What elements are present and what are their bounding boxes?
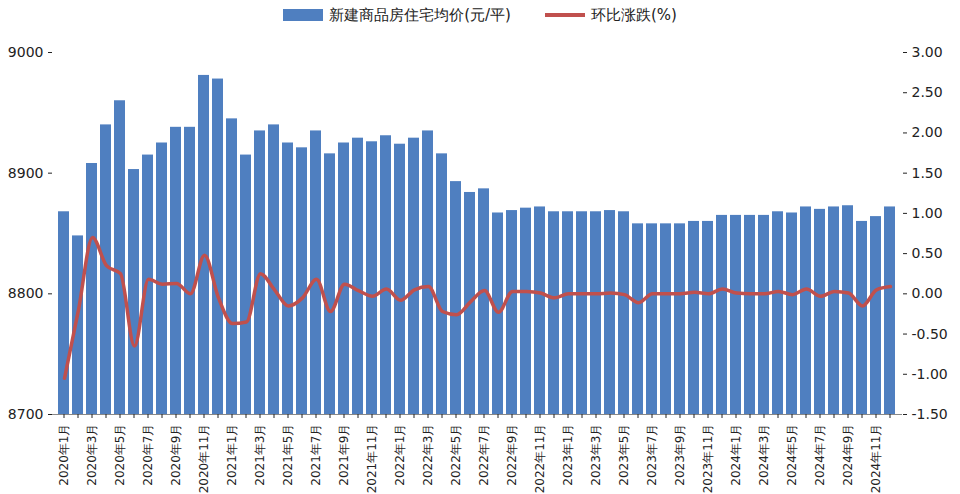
svg-text:2021年11月: 2021年11月 xyxy=(365,424,379,494)
svg-text:2020年7月: 2020年7月 xyxy=(141,424,155,486)
svg-text:2023年3月: 2023年3月 xyxy=(589,424,603,486)
svg-text:8700: 8700 xyxy=(8,406,44,422)
html-text:新建商品房住宅均价(元/平): 新建商品房住宅均价(元/平) xyxy=(329,5,511,24)
svg-text:1.50: 1.50 xyxy=(912,165,943,181)
svg-text:2022年3月: 2022年3月 xyxy=(421,424,435,486)
svg-text:8800: 8800 xyxy=(8,285,44,301)
svg-text:2022年9月: 2022年9月 xyxy=(505,424,519,486)
html-text:环比涨跌(%): 环比涨跌(%) xyxy=(590,5,677,24)
svg-text:2023年9月: 2023年9月 xyxy=(673,424,687,486)
svg-text:2020年11月: 2020年11月 xyxy=(197,424,211,494)
svg-text:0.50: 0.50 xyxy=(912,245,943,261)
svg-text:-0.50: -0.50 xyxy=(912,326,948,342)
svg-text:2022年1月: 2022年1月 xyxy=(393,424,407,486)
svg-text:2024年3月: 2024年3月 xyxy=(757,424,771,486)
svg-text:2020年1月: 2020年1月 xyxy=(57,424,71,486)
svg-text:2021年7月: 2021年7月 xyxy=(309,424,323,486)
svg-text:2024年7月: 2024年7月 xyxy=(813,424,827,486)
svg-text:2020年9月: 2020年9月 xyxy=(169,424,183,486)
svg-text:2020年5月: 2020年5月 xyxy=(113,424,127,486)
svg-text:2024年11月: 2024年11月 xyxy=(869,424,883,494)
svg-text:2021年1月: 2021年1月 xyxy=(225,424,239,486)
svg-text:2.00: 2.00 xyxy=(912,124,943,140)
svg-text:2022年7月: 2022年7月 xyxy=(477,424,491,486)
svg-text:9000: 9000 xyxy=(8,44,44,60)
svg-text:-1.50: -1.50 xyxy=(912,406,948,422)
svg-text:0.00: 0.00 xyxy=(912,285,943,301)
svg-text:2023年5月: 2023年5月 xyxy=(617,424,631,486)
svg-text:2023年11月: 2023年11月 xyxy=(701,424,715,494)
svg-text:2021年9月: 2021年9月 xyxy=(337,424,351,486)
svg-text:1.00: 1.00 xyxy=(912,205,943,221)
svg-text:2023年1月: 2023年1月 xyxy=(561,424,575,486)
svg-text:2.50: 2.50 xyxy=(912,84,943,100)
svg-text:2022年5月: 2022年5月 xyxy=(449,424,463,486)
svg-text:2022年11月: 2022年11月 xyxy=(533,424,547,494)
svg-text:2024年9月: 2024年9月 xyxy=(841,424,855,486)
svg-text:2023年7月: 2023年7月 xyxy=(645,424,659,486)
svg-text:2021年5月: 2021年5月 xyxy=(281,424,295,486)
svg-text:2021年3月: 2021年3月 xyxy=(253,424,267,486)
svg-text:8900: 8900 xyxy=(8,165,44,181)
svg-text:2020年3月: 2020年3月 xyxy=(85,424,99,486)
svg-text:-1.00: -1.00 xyxy=(912,366,948,382)
svg-text:2024年1月: 2024年1月 xyxy=(729,424,743,486)
svg-text:2024年5月: 2024年5月 xyxy=(785,424,799,486)
svg-text:3.00: 3.00 xyxy=(912,44,943,60)
